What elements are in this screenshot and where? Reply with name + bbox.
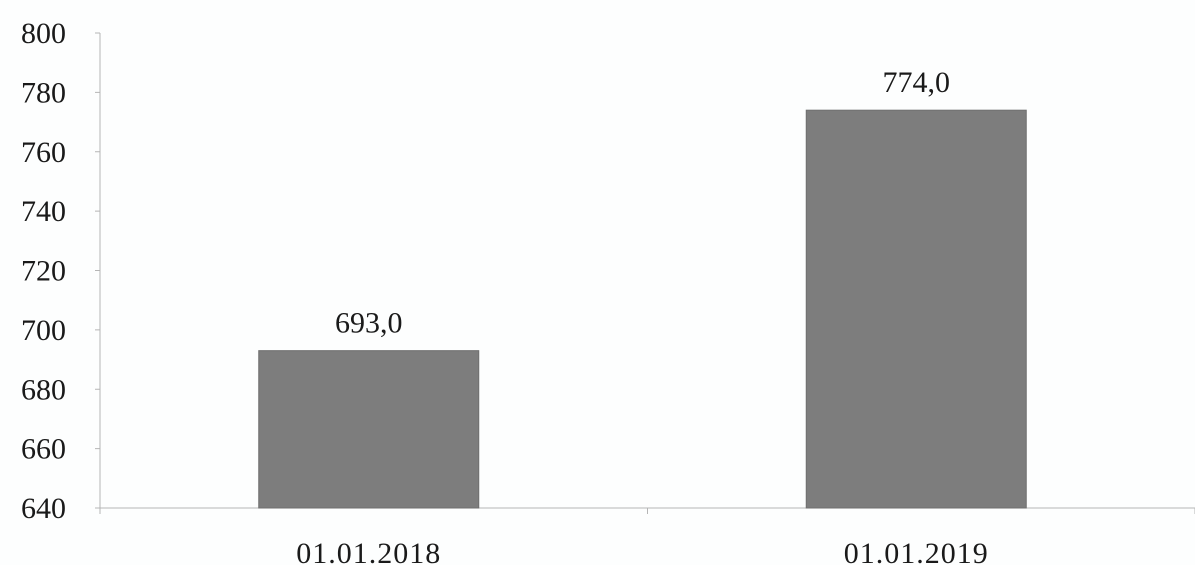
y-tick-label: 700: [21, 314, 66, 347]
bars: [258, 109, 1027, 509]
y-tick-label: 740: [21, 195, 66, 228]
y-axis: 640 660 680 700 720 740 760 780 800: [21, 17, 101, 525]
x-axis: 01.01.2018 01.01.2019: [99, 507, 1195, 570]
bar-01.01.2019: [805, 109, 1027, 509]
y-tick-label: 780: [21, 76, 66, 109]
y-tick-label: 760: [21, 136, 66, 169]
bar-value-label: 693,0: [335, 307, 403, 340]
y-tick-label: 640: [21, 492, 66, 525]
y-tick-label: 720: [21, 255, 66, 288]
data-labels: 693,0 774,0: [335, 66, 950, 339]
x-category-label: 01.01.2019: [844, 537, 989, 565]
y-tick-label: 660: [21, 433, 66, 466]
bar-01.01.2018: [258, 350, 480, 509]
y-tick-label: 680: [21, 373, 66, 406]
x-category-label: 01.01.2018: [296, 537, 441, 565]
bar-value-label: 774,0: [883, 66, 951, 99]
y-tick-label: 800: [21, 17, 66, 50]
